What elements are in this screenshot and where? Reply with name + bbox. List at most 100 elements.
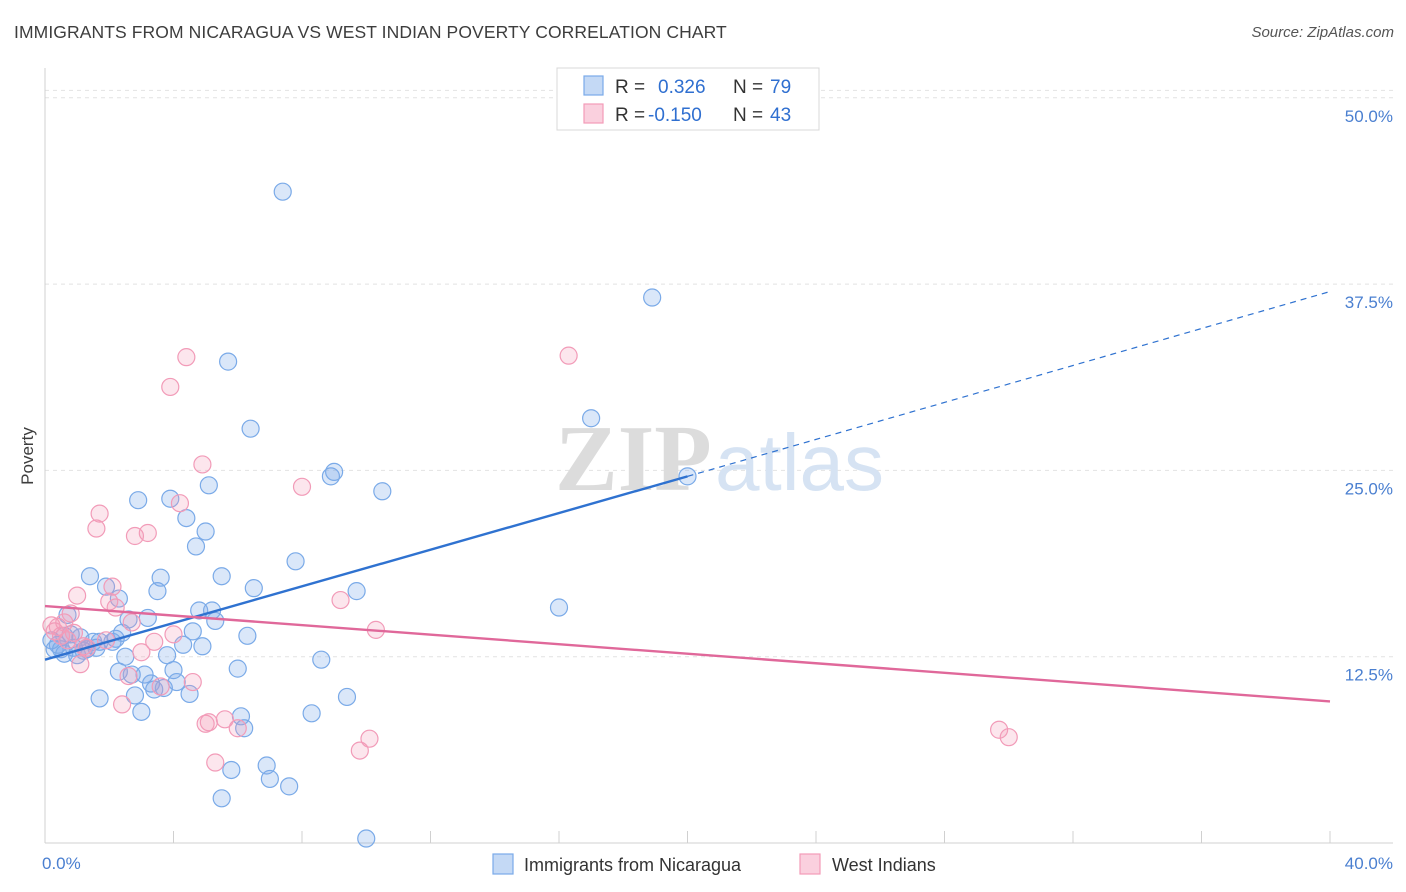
point-s0-65 xyxy=(280,777,299,796)
legend-n-label-1: N = xyxy=(733,77,763,98)
point-s0-18 xyxy=(96,577,116,596)
x-tick-label-1: 40.0% xyxy=(1345,854,1393,873)
point-s0-35 xyxy=(151,568,170,587)
point-s1-16 xyxy=(103,577,122,596)
point-s0-39 xyxy=(164,661,183,680)
point-s0-67 xyxy=(302,704,321,723)
legend-box: R = 0.326 N = 79 R = -0.150 N = 43 xyxy=(556,67,820,131)
bottom-legend: Immigrants from Nicaragua West Indians xyxy=(492,853,936,875)
bottom-legend-label-west-indians: West Indians xyxy=(832,855,936,875)
point-s1-8 xyxy=(68,586,87,605)
point-s1-38 xyxy=(331,590,350,610)
legend-r-value-1: 0.326 xyxy=(658,77,706,98)
point-s1-31 xyxy=(193,455,212,474)
point-s1-28 xyxy=(170,494,190,513)
trend-extension-s0 xyxy=(687,290,1331,477)
y-tick-label-1: 25.0% xyxy=(1345,479,1393,498)
legend-r-label-2: R = xyxy=(615,105,645,126)
point-s0-61 xyxy=(244,579,263,598)
point-s1-20 xyxy=(122,613,141,632)
point-s1-9 xyxy=(71,655,90,674)
point-s1-34 xyxy=(206,753,225,772)
point-s0-31 xyxy=(138,608,157,628)
point-s0-66 xyxy=(286,552,305,571)
point-s1-24 xyxy=(145,632,164,651)
point-s0-13 xyxy=(80,567,100,586)
point-s0-51 xyxy=(206,611,225,631)
point-s0-75 xyxy=(549,598,569,617)
point-s0-72 xyxy=(347,582,366,601)
point-s1-37 xyxy=(292,477,312,496)
point-s1-36 xyxy=(228,719,247,738)
point-s0-52 xyxy=(212,567,231,586)
point-s1-35 xyxy=(215,710,234,729)
watermark-atlas: atlas xyxy=(715,418,884,507)
point-s0-28 xyxy=(129,491,148,510)
bottom-legend-swatch-nicaragua xyxy=(492,853,514,875)
legend-swatch-nicaragua xyxy=(583,75,604,96)
y-tick-label-2: 37.5% xyxy=(1345,293,1393,312)
point-s1-5 xyxy=(58,631,77,650)
y-axis-label: Poverty xyxy=(18,427,37,485)
point-s1-27 xyxy=(164,625,183,644)
point-s0-59 xyxy=(238,626,257,645)
trend-line-s1 xyxy=(44,604,1331,703)
point-s1-23 xyxy=(138,523,157,543)
point-s0-44 xyxy=(183,622,202,641)
point-s0-29 xyxy=(132,702,151,721)
chart-title: IMMIGRANTS FROM NICARAGUA VS WEST INDIAN… xyxy=(14,22,727,42)
point-s0-43 xyxy=(180,684,199,704)
trend-line-s0 xyxy=(44,475,688,661)
point-s0-27 xyxy=(125,686,145,705)
point-s0-54 xyxy=(219,352,238,371)
point-s1-19 xyxy=(119,666,138,686)
point-s1-13 xyxy=(90,504,109,523)
point-s0-74 xyxy=(373,482,392,501)
point-s0-47 xyxy=(193,637,212,656)
legend-n-value-1: 79 xyxy=(770,77,791,98)
legend-n-label-2: N = xyxy=(733,105,763,126)
point-s1-29 xyxy=(177,348,196,367)
bottom-legend-label-nicaragua: Immigrants from Nicaragua xyxy=(524,855,742,875)
point-s1-26 xyxy=(161,377,180,397)
point-s0-64 xyxy=(273,182,292,201)
legend-n-value-2: 43 xyxy=(770,105,791,126)
point-s0-70 xyxy=(325,462,344,481)
point-s1-18 xyxy=(112,695,132,714)
axes xyxy=(44,68,1393,844)
point-s1-43 xyxy=(990,720,1009,739)
point-s0-49 xyxy=(199,476,218,495)
point-s1-17 xyxy=(106,598,125,617)
gridlines xyxy=(45,89,1393,658)
point-s0-56 xyxy=(228,659,247,678)
x-tick-label-0: 0.0% xyxy=(42,854,81,873)
point-s1-12 xyxy=(87,519,106,538)
point-s0-63 xyxy=(260,769,279,789)
legend-r-value-2: -0.150 xyxy=(648,105,702,126)
point-s1-22 xyxy=(132,643,151,662)
point-s0-45 xyxy=(186,537,206,556)
point-s0-77 xyxy=(643,288,662,307)
trend-lines xyxy=(44,290,1331,703)
point-s0-48 xyxy=(196,522,215,541)
data-points xyxy=(42,182,1018,848)
point-s0-34 xyxy=(148,582,167,601)
y-tick-label-3: 50.0% xyxy=(1345,107,1393,126)
point-s0-53 xyxy=(212,789,231,808)
source-label: Source: ZipAtlas.com xyxy=(1251,24,1394,41)
y-tick-label-0: 12.5% xyxy=(1345,666,1393,685)
point-s0-73 xyxy=(357,829,376,848)
point-s0-38 xyxy=(161,489,180,508)
point-s1-39 xyxy=(350,741,369,760)
legend-swatch-west-indians xyxy=(583,103,604,124)
point-s1-42 xyxy=(559,346,578,365)
point-s1-7 xyxy=(64,623,84,642)
point-s1-33 xyxy=(199,713,218,732)
point-s1-44 xyxy=(999,728,1018,747)
point-s0-40 xyxy=(167,672,186,692)
point-s0-68 xyxy=(312,650,331,669)
point-s0-60 xyxy=(241,419,260,438)
bottom-legend-swatch-west-indians xyxy=(799,853,821,875)
point-s1-30 xyxy=(183,672,202,692)
